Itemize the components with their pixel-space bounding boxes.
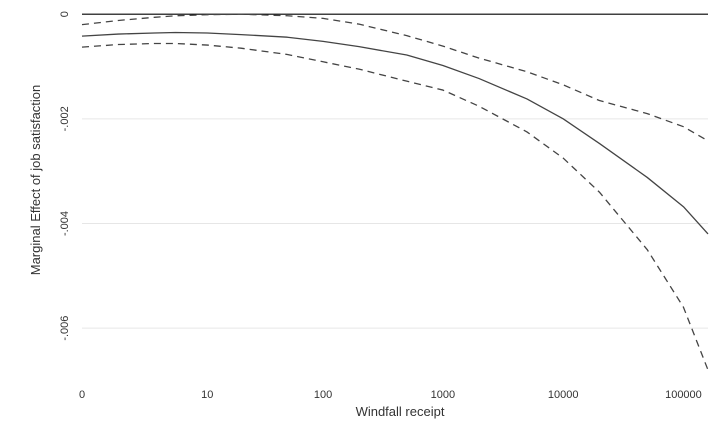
y-tick-label: -.002 [59,106,71,131]
x-tick-label: 1000 [431,389,455,401]
upper-ci-line [81,13,709,142]
lower-ci-line [81,42,709,371]
x-axis-title: Windfall receipt [356,404,445,419]
marginal-effect-line [81,31,709,235]
x-tick-label: 0 [79,389,85,401]
x-tick-label: 10000 [548,389,579,401]
y-tick-label: 0 [59,11,71,17]
x-tick-label: 100000 [665,389,702,401]
y-axis-title: Marginal Effect of job satisfaction [28,85,43,276]
y-tick-label: -.006 [59,316,71,341]
y-tick-label: -.004 [59,211,71,236]
x-tick-label: 10 [201,389,213,401]
x-tick-label: 100 [314,389,332,401]
